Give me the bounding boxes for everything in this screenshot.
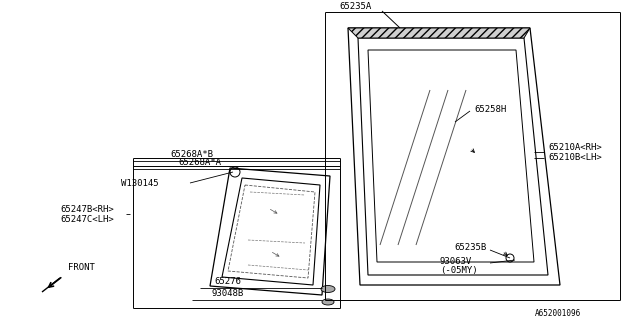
Text: 65210A<RH>: 65210A<RH>	[548, 143, 602, 153]
Text: 65276: 65276	[214, 277, 241, 286]
Ellipse shape	[322, 299, 334, 305]
Text: 65268A*B: 65268A*B	[170, 150, 214, 159]
Text: 65268A*A: 65268A*A	[179, 158, 221, 167]
Text: 65258H: 65258H	[474, 105, 506, 114]
Text: A652001096: A652001096	[535, 308, 581, 317]
Text: 65247C<LH>: 65247C<LH>	[60, 214, 114, 223]
Text: W130145: W130145	[121, 179, 159, 188]
Polygon shape	[348, 28, 530, 38]
Text: 93063V: 93063V	[440, 257, 472, 266]
Text: 65235A: 65235A	[340, 2, 372, 11]
Text: 65247B<RH>: 65247B<RH>	[60, 205, 114, 214]
Text: 93048B: 93048B	[212, 289, 244, 298]
Ellipse shape	[321, 285, 335, 292]
Text: (-05MY): (-05MY)	[440, 266, 477, 275]
Text: FRONT: FRONT	[68, 263, 95, 273]
Text: 65235B: 65235B	[454, 244, 486, 252]
Text: 65210B<LH>: 65210B<LH>	[548, 153, 602, 162]
